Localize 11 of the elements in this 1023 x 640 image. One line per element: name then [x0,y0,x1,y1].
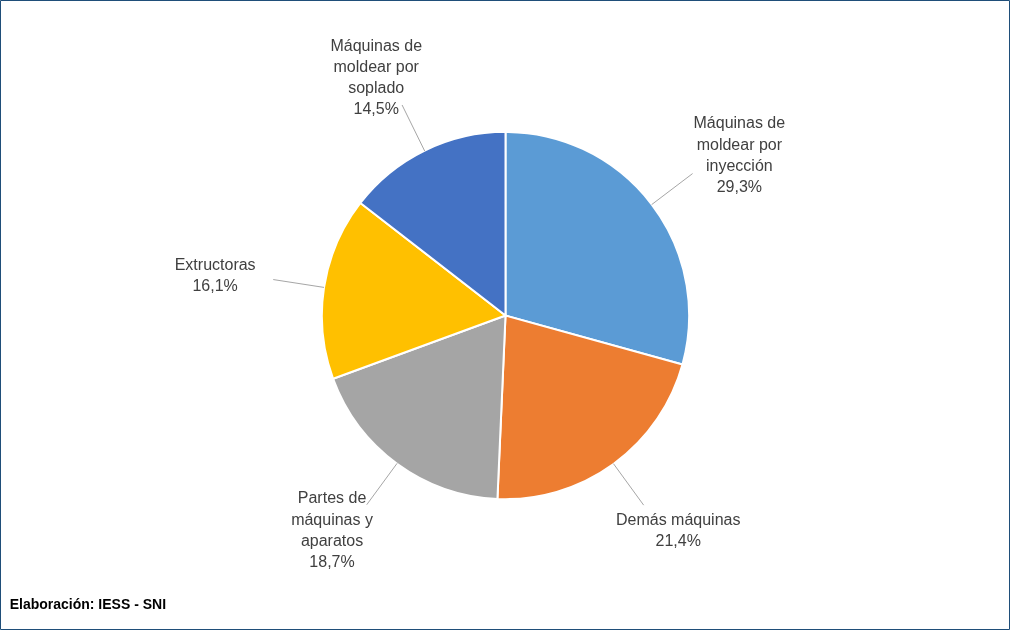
data-label: 18,7% [309,553,355,571]
slice-label: Máquinas de moldear por soplado [330,36,423,97]
slice-label: Máquinas de moldear por inyección [693,114,786,174]
slice-label: Extructoras [174,255,256,273]
slice-label: Demás máquinas [615,511,741,529]
data-label: 21,4% [655,532,701,550]
data-label: 16,1% [192,276,238,294]
data-label: 29,3% [716,178,763,196]
slice-label: Partes de máquinas y aparatos [291,489,373,549]
text: Elaboración: IESS - SNI [9,596,167,613]
data-label: 14,5% [353,100,399,118]
